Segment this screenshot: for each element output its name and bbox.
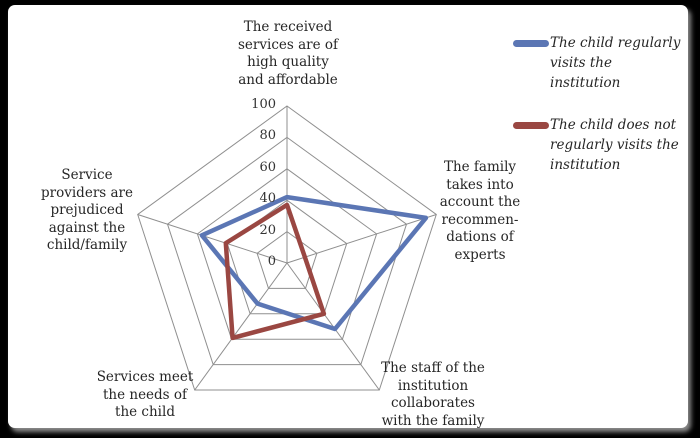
legend-label: The child does not regularly visits the … <box>550 117 679 173</box>
tick-label-20: 20 <box>259 222 276 238</box>
axis-label-top: The received services are of high qualit… <box>238 19 338 88</box>
axis-label-right: The family takes into account the recomm… <box>439 159 521 263</box>
grid-spoke <box>194 262 288 391</box>
legend-item-not-regular-visits: The child does not regularly visits the … <box>513 115 690 175</box>
grid-ring <box>166 136 408 366</box>
legend-label: The child regularly visits the instituti… <box>550 35 681 91</box>
tick-label-80: 80 <box>259 128 276 144</box>
tick-label-40: 40 <box>259 191 276 207</box>
grid-ring <box>196 168 378 340</box>
grid-ring <box>137 105 437 391</box>
axis-label-bottom-right: The staff of the institution collaborate… <box>381 360 485 429</box>
axis-label-left: Service providers are prejudiced against… <box>41 167 133 253</box>
radar-chart <box>137 105 437 391</box>
tick-label-100: 100 <box>251 97 276 112</box>
legend-item-regular-visits: The child regularly visits the instituti… <box>513 33 690 93</box>
radar-series <box>199 194 429 341</box>
axis-label-bottom-left: Services meet the needs of the child <box>96 369 194 420</box>
grid-ring <box>256 230 318 289</box>
legend-line-swatch-red <box>513 122 549 129</box>
legend-line-swatch-blue <box>513 40 549 47</box>
grid-spoke <box>137 214 288 264</box>
chart-panel: 0 20 40 60 80 100 The received services are o… <box>8 5 690 429</box>
tick-label-60: 60 <box>259 159 276 175</box>
series-polygon-0 <box>199 194 429 332</box>
grid-spoke <box>286 214 437 264</box>
tick-label-0: 0 <box>267 254 276 269</box>
radar-gridlines <box>137 105 437 391</box>
series-polygon-1 <box>223 202 327 341</box>
